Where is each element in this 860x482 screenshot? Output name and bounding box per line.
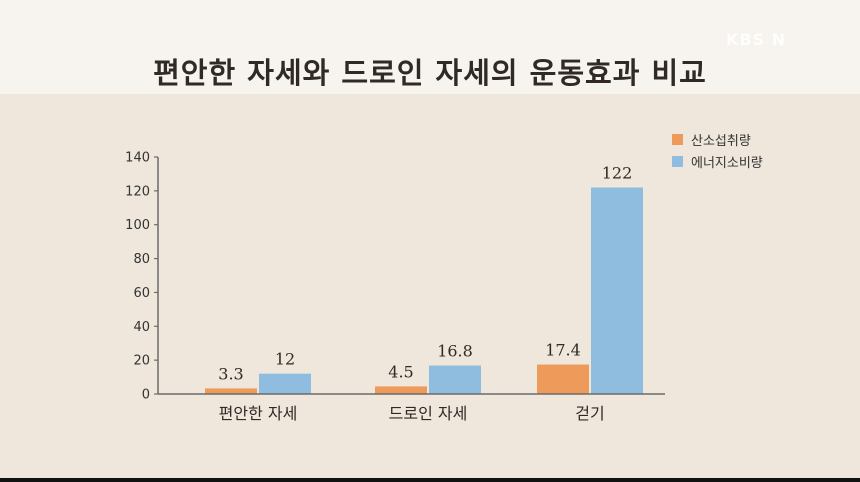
bar-value-label: 16.8 — [437, 342, 473, 361]
legend-label-energy: 에너지소비량 — [691, 155, 763, 171]
y-tick-label: 20 — [133, 354, 150, 369]
bar-value-label: 3.3 — [218, 364, 243, 383]
bar-value-label: 4.5 — [388, 362, 413, 381]
bar-oxygen — [205, 388, 257, 394]
bar-energy — [259, 373, 311, 394]
legend-item-energy: 에너지소비량 — [672, 150, 763, 172]
legend-item-oxygen: 산소섭취량 — [672, 128, 763, 150]
y-tick-label: 0 — [142, 388, 150, 403]
y-tick-label: 60 — [133, 286, 150, 301]
y-tick-label: 80 — [133, 252, 150, 267]
bar-oxygen — [375, 386, 427, 394]
bar-value-label: 17.4 — [545, 341, 581, 360]
bars-layer — [205, 187, 643, 394]
legend-swatch-energy — [672, 155, 683, 167]
title-band — [0, 0, 860, 94]
y-tick-label: 100 — [125, 218, 150, 233]
x-category-label: 드로인 자세 — [389, 404, 468, 423]
bar-value-label: 122 — [602, 163, 633, 182]
bar-oxygen — [537, 364, 589, 394]
legend-label-oxygen: 산소섭취량 — [691, 133, 751, 149]
y-tick-label: 40 — [133, 320, 150, 335]
bottom-bar — [0, 478, 860, 482]
y-tick-label: 120 — [125, 184, 150, 199]
y-axis: 0 20 40 60 80 100 120 140 — [125, 151, 158, 403]
bar-energy — [591, 187, 643, 394]
legend: 산소섭취량 에너지소비량 — [672, 128, 763, 172]
bar-value-label: 12 — [275, 350, 295, 369]
labels-layer: 3.3 12 편안한 자세 4.5 16.8 드로인 자세 17.4 122 걷기 — [218, 163, 632, 423]
chart-title: 편안한 자세와 드로인 자세의 운동효과 비교 — [153, 56, 707, 90]
broadcaster-logo: KBS N — [726, 30, 787, 49]
x-category-label: 편안한 자세 — [219, 404, 298, 423]
legend-swatch-oxygen — [672, 133, 683, 145]
y-tick-label: 140 — [125, 151, 150, 166]
x-category-label: 걷기 — [575, 404, 604, 423]
bar-energy — [429, 365, 481, 394]
